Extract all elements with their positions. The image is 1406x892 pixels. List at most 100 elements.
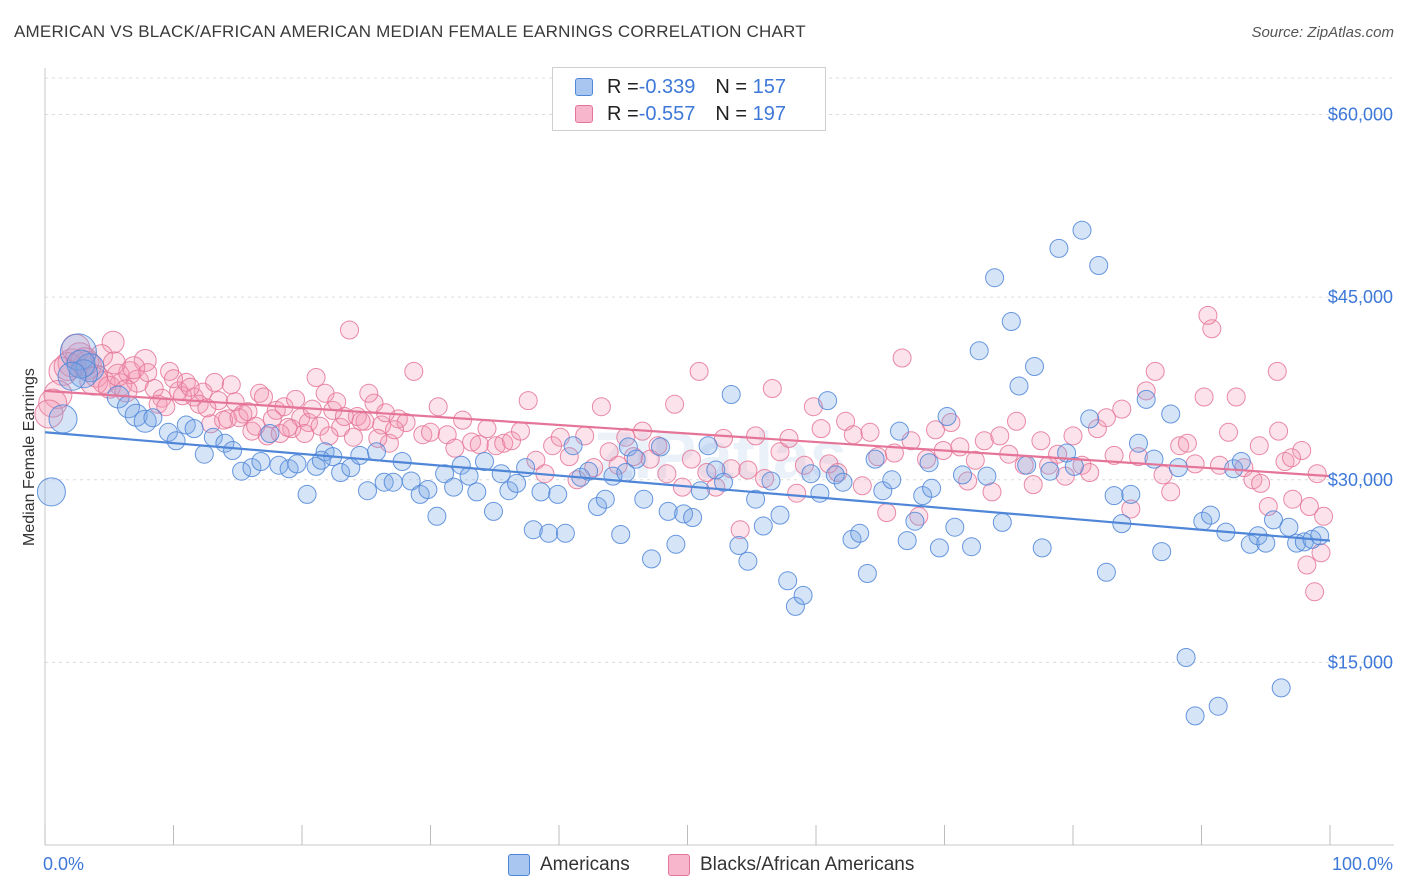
point-americans <box>825 465 845 485</box>
point-blacks <box>1129 447 1148 467</box>
point-blacks <box>343 427 363 447</box>
point-americans <box>770 505 790 525</box>
legend-row-blacks: R = -0.557 N = 197 <box>575 102 786 126</box>
point-blacks <box>657 464 677 484</box>
point-blacks <box>1219 422 1238 442</box>
point-americans <box>548 484 568 504</box>
bottom-legend-blacks[interactable]: Blacks/African Americans <box>668 852 914 878</box>
point-americans <box>833 472 853 492</box>
point-americans <box>1017 455 1037 475</box>
x-tick-label-start: 0.0% <box>43 854 84 874</box>
point-blacks <box>770 442 790 462</box>
point-blacks <box>1297 555 1317 575</box>
point-blacks <box>828 463 848 482</box>
point-blacks <box>254 387 273 407</box>
point-blacks <box>746 426 766 446</box>
point-americans <box>1176 648 1196 667</box>
point-americans <box>66 349 96 379</box>
y-tick-labels: $15,000 $30,000 $45,000 $60,000 <box>1328 105 1393 673</box>
point-blacks <box>197 398 217 418</box>
point-americans <box>1271 678 1291 698</box>
point-americans <box>905 511 925 531</box>
point-americans <box>929 538 949 558</box>
point-americans <box>367 442 386 462</box>
point-americans <box>1104 486 1124 506</box>
series-blacks-points <box>34 305 1334 602</box>
point-blacks <box>359 383 379 403</box>
point-blacks <box>843 425 863 445</box>
point-blacks <box>511 421 530 441</box>
point-blacks <box>1314 506 1334 526</box>
point-blacks <box>681 449 701 469</box>
point-americans <box>897 531 917 551</box>
point-americans <box>1121 484 1141 504</box>
point-americans <box>1129 433 1148 453</box>
point-blacks <box>665 394 685 414</box>
point-blacks <box>1226 387 1246 407</box>
point-americans <box>383 472 403 492</box>
point-blacks <box>494 433 514 453</box>
y-tick-label: $15,000 <box>1328 652 1393 672</box>
point-blacks <box>1292 441 1312 460</box>
point-americans <box>666 534 686 554</box>
point-blacks <box>1145 361 1165 381</box>
point-americans <box>937 407 957 426</box>
point-blacks <box>714 428 733 448</box>
point-americans <box>435 464 455 484</box>
source-label: Source: ZipAtlas.com <box>1251 24 1394 41</box>
point-blacks <box>1031 431 1051 451</box>
point-americans <box>1185 706 1205 726</box>
point-americans <box>451 455 471 475</box>
bottom-legend-americans[interactable]: Americans <box>508 852 630 878</box>
point-blacks <box>205 372 225 392</box>
point-americans <box>690 481 710 501</box>
point-americans <box>579 461 599 481</box>
point-blacks <box>982 482 1002 502</box>
point-blacks <box>1096 408 1116 428</box>
point-blacks <box>1267 361 1287 381</box>
point-americans <box>531 482 551 502</box>
point-americans <box>683 508 703 527</box>
point-blacks <box>926 420 945 440</box>
point-americans <box>706 460 726 480</box>
chart-title: AMERICAN VS BLACK/AFRICAN AMERICAN MEDIA… <box>14 22 806 41</box>
point-blacks <box>1194 387 1214 407</box>
point-americans <box>499 481 519 501</box>
legend-n-label: N = <box>715 75 748 98</box>
point-americans <box>1161 404 1181 424</box>
point-americans <box>539 523 559 543</box>
point-blacks <box>340 320 359 340</box>
point-blacks <box>1063 426 1083 446</box>
legend-n-value-blacks: 197 <box>752 102 787 125</box>
point-blacks <box>787 483 807 503</box>
point-blacks <box>319 426 339 446</box>
point-americans <box>714 472 733 492</box>
point-americans <box>331 463 351 482</box>
point-blacks <box>1275 452 1295 471</box>
point-blacks <box>262 409 282 429</box>
point-americans <box>1168 458 1188 478</box>
point-blacks <box>295 424 315 443</box>
point-blacks <box>65 342 95 372</box>
point-blacks <box>762 379 782 398</box>
point-blacks <box>270 424 290 443</box>
point-americans <box>59 333 97 371</box>
point-americans <box>850 523 870 543</box>
point-americans <box>658 501 678 521</box>
legend-swatch-americans <box>575 78 593 96</box>
x-tick-label-end: 100.0% <box>1332 854 1393 874</box>
y-tick-label: $30,000 <box>1328 470 1393 490</box>
y-axis-title: Median Female Earnings <box>21 368 38 546</box>
point-americans <box>953 465 972 485</box>
point-blacks <box>214 410 234 430</box>
bottom-legend-swatch-americans <box>508 854 530 876</box>
trend-line-americans <box>44 431 1331 542</box>
point-blacks <box>306 368 326 387</box>
point-americans <box>857 564 877 583</box>
point-americans <box>945 517 965 537</box>
point-americans <box>459 466 479 486</box>
point-americans <box>738 551 758 571</box>
point-blacks <box>591 397 611 417</box>
bottom-legend-label-blacks: Blacks/African Americans <box>700 854 915 875</box>
point-blacks <box>958 471 978 491</box>
